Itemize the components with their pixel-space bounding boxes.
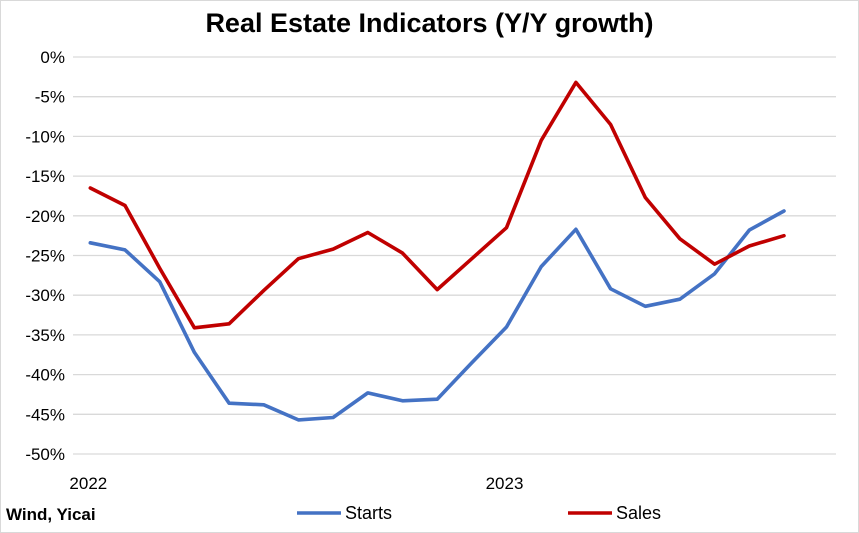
x-tick-label: 2023: [486, 474, 524, 493]
gridlines: [73, 56, 836, 455]
y-tick-label: -45%: [25, 405, 65, 424]
y-tick-label: 0%: [40, 48, 65, 67]
y-axis-ticks: 0% -5% -10% -15% -20% -25% -30% -35% -40% -45% -50…: [25, 48, 65, 464]
y-tick-label: -25%: [25, 247, 65, 266]
series-line-starts: [88, 209, 786, 422]
legend-label-sales: Sales: [616, 503, 661, 523]
y-tick-label: -15%: [25, 167, 65, 186]
y-tick-label: -35%: [25, 326, 65, 345]
y-tick-label: -5%: [35, 88, 65, 107]
x-tick-label: 2022: [69, 474, 107, 493]
chart-title: Real Estate Indicators (Y/Y growth): [205, 8, 654, 38]
series-line-sales: [88, 80, 786, 330]
y-tick-label: -40%: [25, 366, 65, 385]
series-lines: [88, 80, 786, 422]
y-tick-label: -30%: [25, 286, 65, 305]
y-tick-label: -20%: [25, 207, 65, 226]
legend: Starts Sales: [297, 503, 661, 523]
source-note: Wind, Yicai: [6, 505, 96, 524]
legend-label-starts: Starts: [345, 503, 392, 523]
y-tick-label: -10%: [25, 127, 65, 146]
y-tick-label: -50%: [25, 445, 65, 464]
x-axis-ticks: 2022 2023: [69, 474, 523, 493]
